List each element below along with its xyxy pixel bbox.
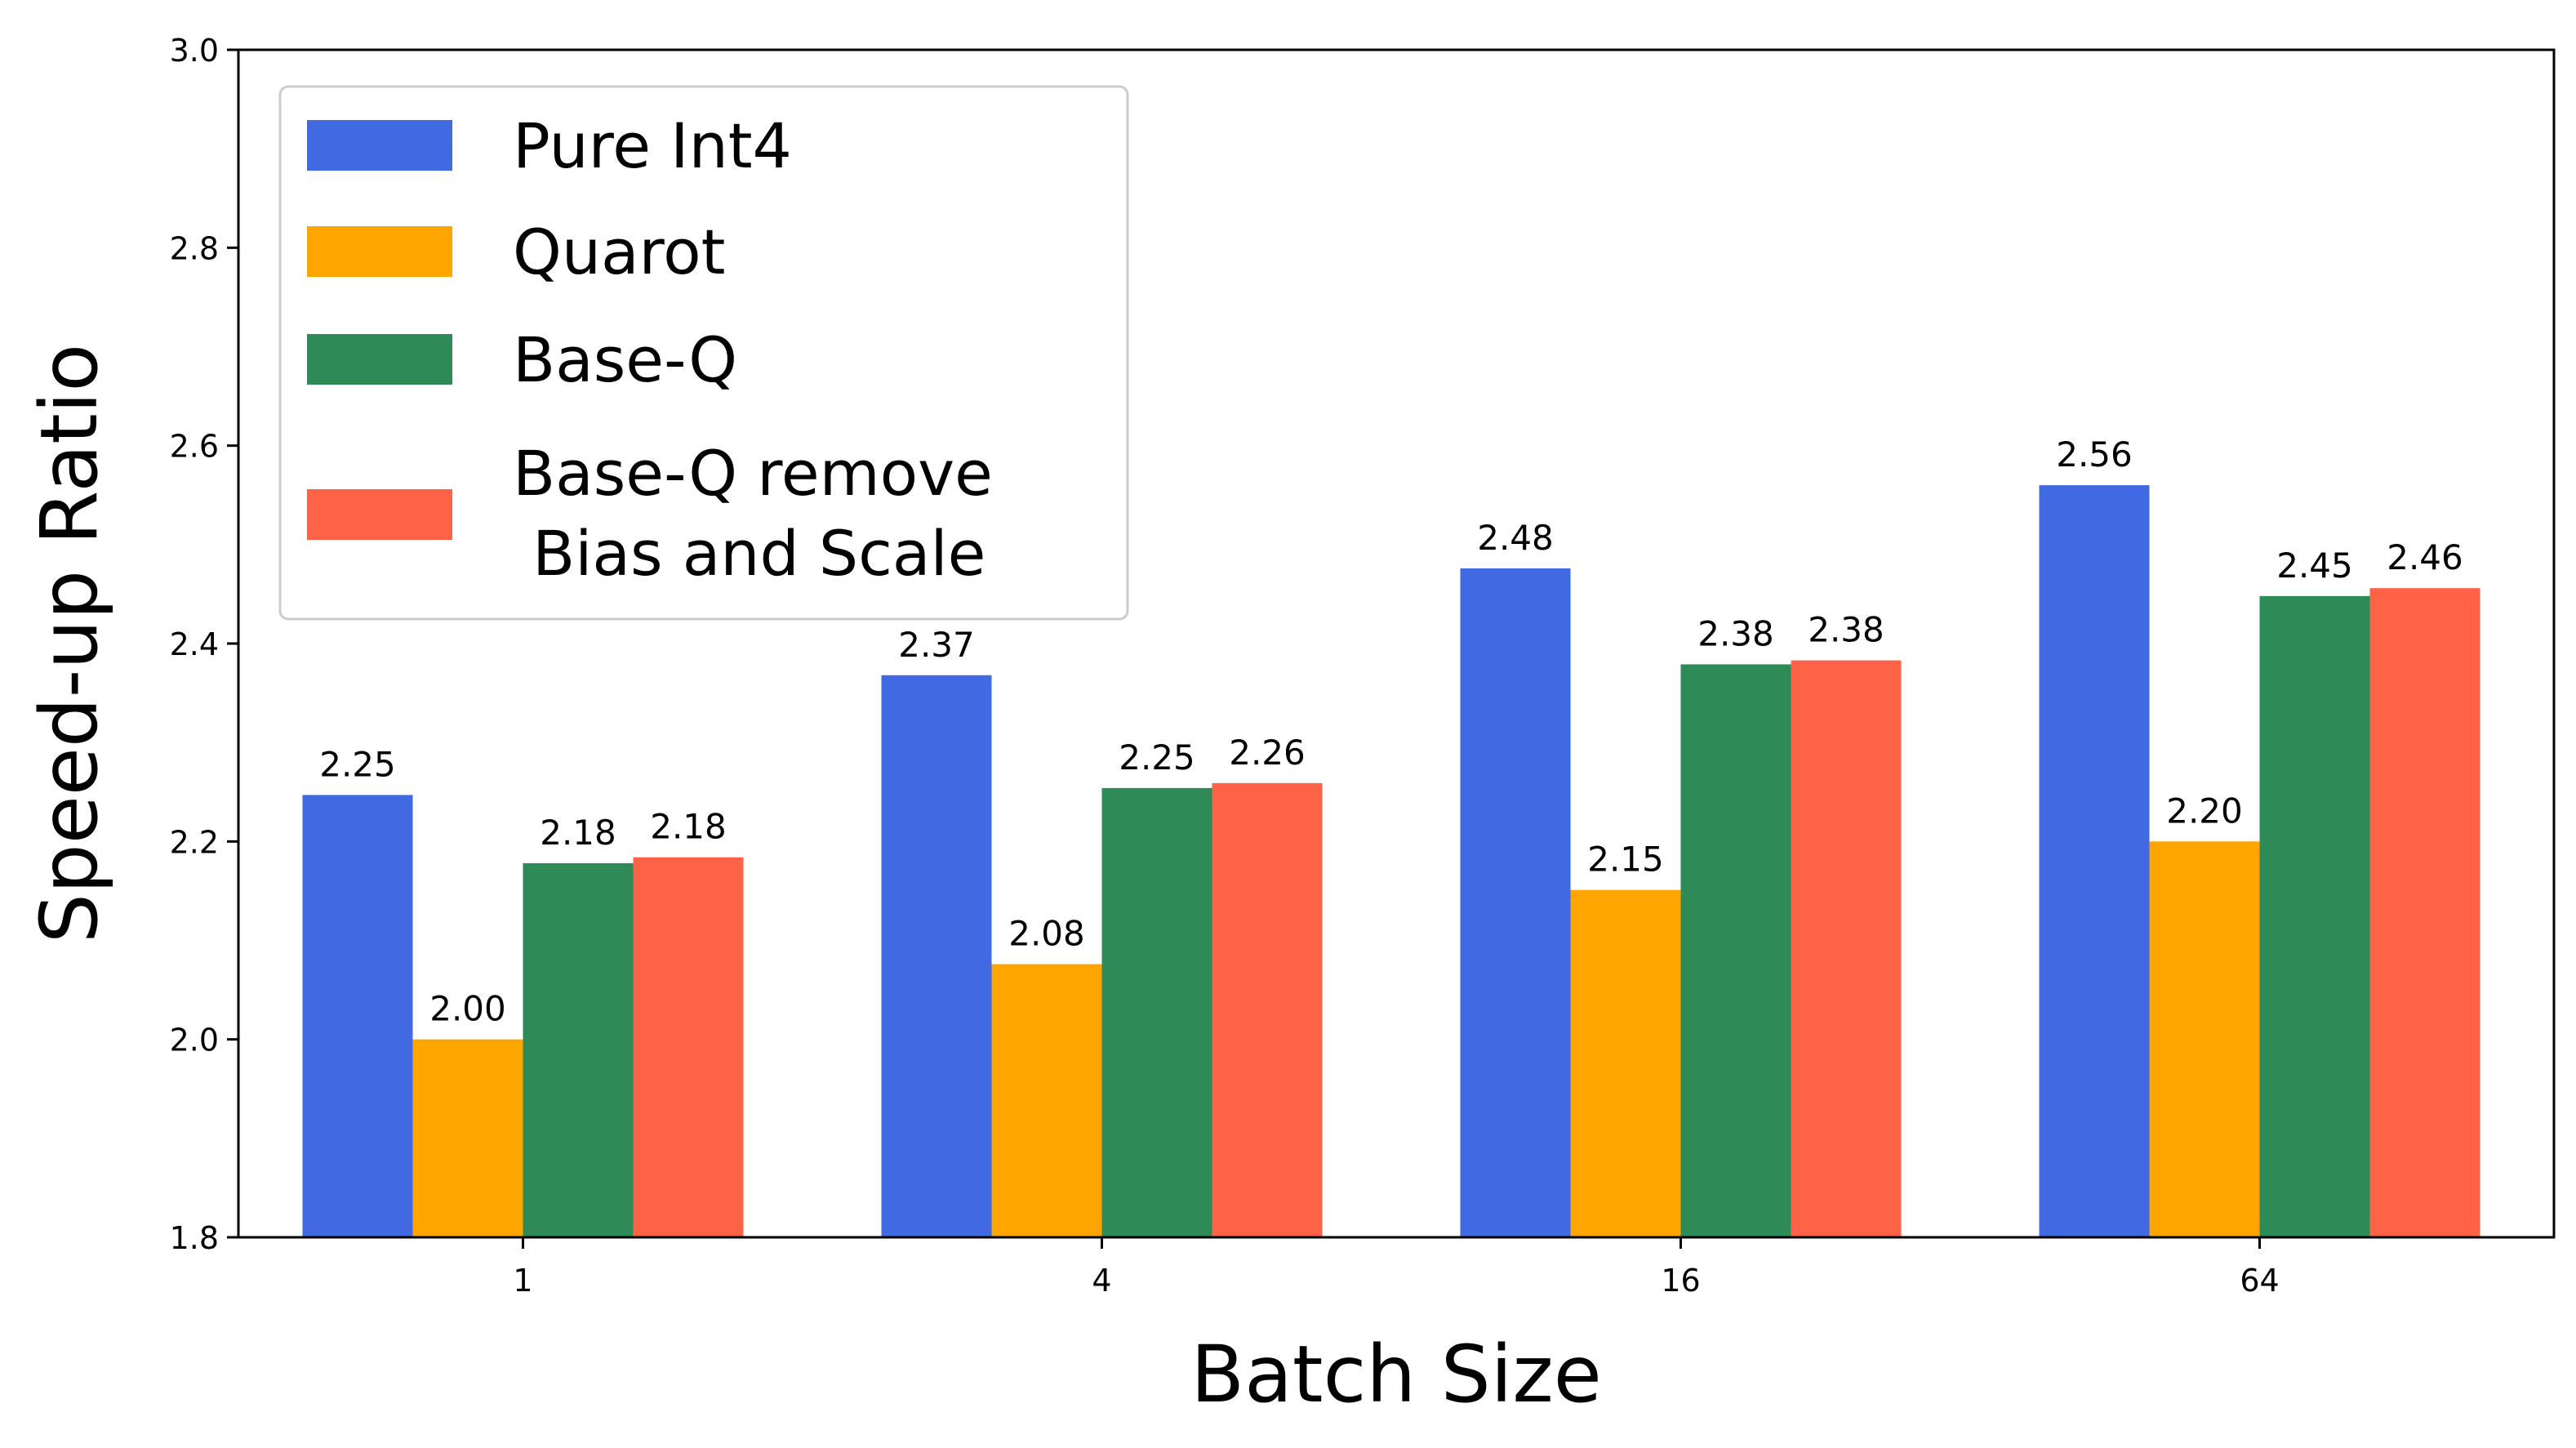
bar xyxy=(881,675,992,1237)
y-tick-label: 2.2 xyxy=(170,824,219,860)
legend-label: Quarot xyxy=(513,216,725,288)
bar-value-label: 2.38 xyxy=(1697,613,1774,653)
bar xyxy=(2039,485,2150,1237)
bar xyxy=(302,795,413,1237)
bar-value-label: 2.46 xyxy=(2387,537,2463,577)
x-tick-label: 16 xyxy=(1661,1263,1700,1299)
bar xyxy=(633,857,744,1237)
x-axis: 1 4 16 64 xyxy=(513,1237,2280,1299)
bar-value-label: 2.15 xyxy=(1587,840,1664,880)
bar xyxy=(1101,787,1212,1237)
bar xyxy=(523,862,634,1237)
x-tick-label: 64 xyxy=(2240,1263,2279,1299)
bars-layer xyxy=(302,485,2480,1237)
bar-value-label: 2.37 xyxy=(898,625,975,665)
legend-swatch xyxy=(307,334,452,385)
bar-value-label: 2.18 xyxy=(650,807,727,847)
data-labels-layer: 2.25 2.00 2.18 2.18 2.37 2.08 2.25 2.26 2.48 2.15… xyxy=(319,434,2463,1029)
bar xyxy=(1791,660,1902,1237)
y-tick-label: 2.8 xyxy=(170,230,219,266)
bar xyxy=(1680,664,1791,1237)
y-tick-label: 3.0 xyxy=(170,33,219,69)
bar-value-label: 2.08 xyxy=(1008,914,1085,954)
y-axis: 1.8 2.0 2.2 2.4 2.6 2.8 3.0 xyxy=(170,33,238,1256)
bar-value-label: 2.38 xyxy=(1808,610,1884,650)
x-axis-label: Batch Size xyxy=(1190,1329,1602,1420)
bar xyxy=(1570,889,1681,1237)
bar xyxy=(2259,595,2370,1237)
y-tick-label: 1.8 xyxy=(170,1220,219,1256)
x-tick-label: 1 xyxy=(513,1263,532,1299)
y-axis-label: Speed-up Ratio xyxy=(24,344,115,943)
legend-label: Base-Q remove Bias and Scale xyxy=(513,437,993,590)
bar-value-label: 2.56 xyxy=(2056,434,2133,474)
y-tick-label: 2.6 xyxy=(170,429,219,465)
bar-value-label: 2.25 xyxy=(1119,737,1195,777)
bar xyxy=(1212,782,1323,1237)
y-tick-label: 2.0 xyxy=(170,1023,219,1058)
y-tick-label: 2.4 xyxy=(170,626,219,662)
bar-value-label: 2.48 xyxy=(1477,518,1554,558)
bar xyxy=(2149,841,2260,1237)
bar-value-label: 2.18 xyxy=(540,813,616,853)
bar xyxy=(2369,588,2480,1237)
bar-value-label: 2.25 xyxy=(319,744,396,784)
bar xyxy=(1460,568,1571,1237)
legend-label: Base-Q xyxy=(513,323,737,396)
legend-swatch xyxy=(307,120,452,171)
legend-box xyxy=(278,85,1129,621)
bar-value-label: 2.45 xyxy=(2276,546,2353,586)
bar xyxy=(412,1039,523,1237)
bar xyxy=(991,964,1102,1237)
legend-label: Pure Int4 xyxy=(513,109,792,182)
bar-value-label: 2.26 xyxy=(1229,733,1306,773)
bar-value-label: 2.00 xyxy=(429,989,506,1029)
x-tick-label: 4 xyxy=(1092,1263,1111,1299)
legend: Pure Int4 Quarot Base-Q Base-Q remove Bias … xyxy=(278,85,1129,621)
bar-value-label: 2.20 xyxy=(2166,791,2243,831)
legend-swatch xyxy=(307,489,452,540)
legend-swatch xyxy=(307,226,452,277)
